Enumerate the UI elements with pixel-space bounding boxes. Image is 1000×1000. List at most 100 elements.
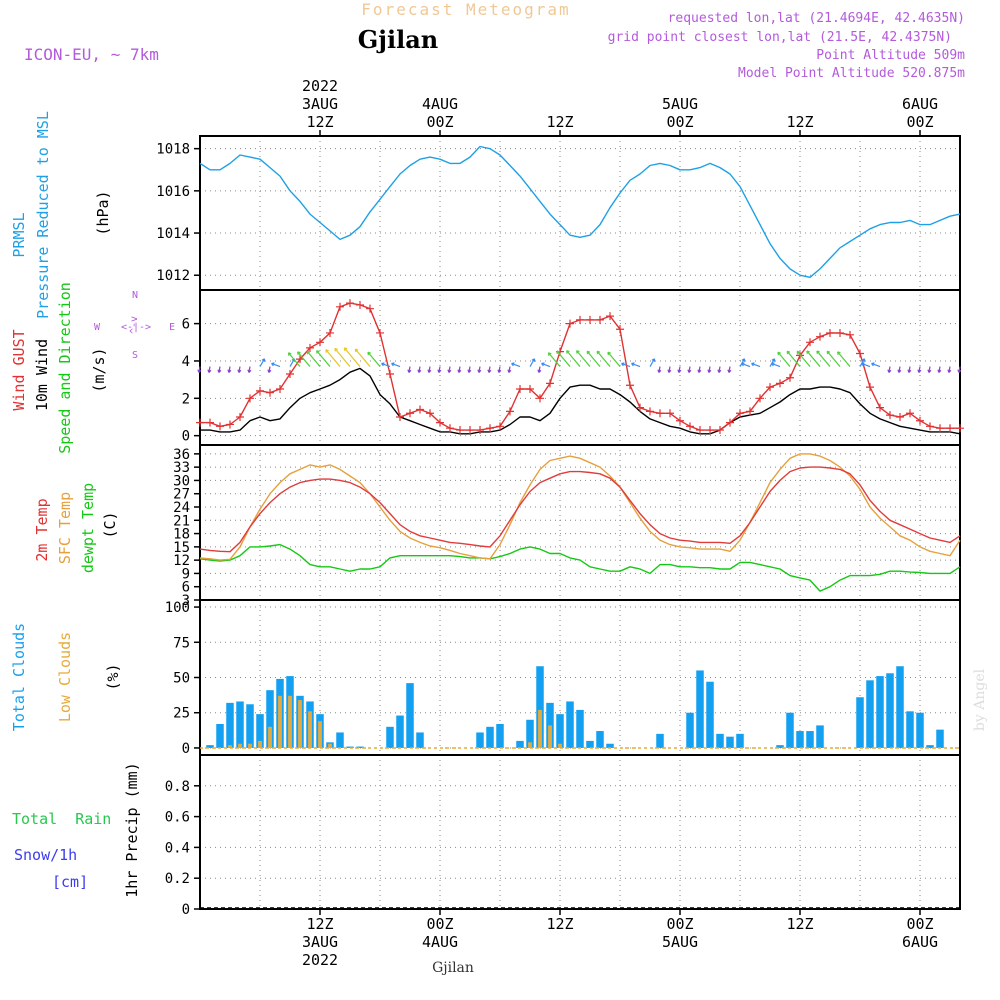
gust-marker — [596, 315, 604, 324]
total-clouds-bar — [556, 714, 564, 748]
y-tick-label: 0.4 — [165, 840, 190, 856]
wind-arrow-head — [806, 350, 810, 354]
y-tick-label: 1016 — [156, 184, 190, 200]
compass-ns-arrow: ^-v — [129, 316, 140, 334]
y-tick-label: 75 — [173, 635, 190, 651]
snow-label: Snow/1h — [14, 846, 77, 864]
wind-direction-arrow — [816, 350, 831, 367]
gust-marker — [876, 403, 884, 412]
wind-arrow-head — [207, 369, 212, 373]
wind-direction-arrow — [354, 348, 371, 367]
wind-arrow-head — [837, 351, 841, 355]
gust-marker — [906, 409, 914, 418]
wind-arrow-head — [427, 369, 432, 373]
gust-marker — [866, 383, 874, 392]
gust-marker — [196, 418, 204, 427]
low-clouds-bar — [258, 740, 262, 748]
wind-arrow-head — [271, 362, 275, 367]
top-time-label: 12Z — [546, 113, 573, 131]
gust-marker — [466, 426, 474, 435]
footer-location: Gjilan — [432, 960, 474, 976]
temperature-panel — [199, 453, 961, 592]
wind-arrow-head — [697, 369, 702, 373]
y-tick-label: 9 — [182, 566, 190, 582]
wind-direction-arrow — [576, 350, 591, 367]
y-tick-label: 15 — [173, 540, 190, 556]
total-clouds-bar — [576, 709, 584, 748]
gust-marker — [916, 416, 924, 425]
y-tick-label: 50 — [173, 671, 190, 687]
total-clouds-bar — [496, 724, 504, 748]
wind-gust-label: Wind GUST — [10, 329, 28, 410]
wind-arrow-head — [334, 347, 338, 352]
gust-marker — [816, 332, 824, 341]
total-clouds-bar — [206, 745, 214, 748]
wind-direction-arrow — [325, 349, 341, 367]
wind-arrow-head — [586, 350, 591, 355]
temp-sfc-label: SFC Temp — [56, 492, 74, 564]
wind-arrow-head — [447, 369, 452, 373]
wind-arrow-head — [897, 369, 902, 373]
temp-unit: (C) — [101, 511, 119, 538]
wind-arrow-head — [937, 369, 942, 373]
total-clouds-bar — [476, 732, 484, 748]
low-clouds-bar — [528, 742, 532, 748]
temp-2m-line — [199, 466, 961, 553]
low-clouds-bar — [318, 721, 322, 748]
wind-direction-arrow — [547, 352, 561, 367]
wind-arrow-head — [547, 352, 552, 356]
wind-direction-arrow — [289, 358, 296, 367]
gust-marker — [936, 424, 944, 433]
wind-10m-line — [200, 367, 961, 435]
low-clouds-bar — [298, 700, 302, 748]
gust-marker — [836, 328, 844, 337]
wind-unit: (m/s) — [90, 347, 108, 392]
gust-marker — [236, 412, 244, 421]
total-clouds-bar — [566, 701, 574, 748]
compass-w: W — [94, 322, 101, 333]
gust-marker — [436, 418, 444, 427]
wind-arrow-head — [741, 358, 746, 362]
total-rain-label: Total Rain — [12, 810, 111, 828]
y-tick-label: 24 — [173, 500, 190, 516]
bottom-time-label: 3AUG — [302, 933, 338, 951]
wind-arrow-head — [861, 358, 866, 362]
compass-s: S — [132, 350, 138, 361]
wind-10m-label: 10m Wind — [33, 339, 51, 411]
wind-arrow-head — [657, 369, 662, 373]
total-clouds-bar — [776, 745, 784, 748]
total-clouds-bar — [396, 715, 404, 748]
wind-direction-arrow — [381, 362, 391, 368]
wind-arrow-head — [325, 349, 329, 353]
total-clouds-bar — [416, 732, 424, 748]
wind-direction-arrow — [334, 348, 351, 367]
gust-marker — [486, 424, 494, 433]
total-clouds-bar — [386, 726, 394, 748]
y-tick-label: 100 — [165, 600, 190, 616]
top-time-label: 3AUG — [302, 95, 338, 113]
gust-marker — [606, 312, 614, 321]
total-clouds-bar — [856, 697, 864, 748]
snow-unit-label: [cm] — [52, 873, 88, 891]
wind-direction-arrow — [859, 358, 866, 367]
bottom-time-label: 00Z — [666, 915, 693, 933]
y-tick-label: 21 — [173, 513, 190, 529]
gust-marker — [786, 373, 794, 382]
top-time-label: 6AUG — [902, 95, 938, 113]
total-clouds-bar — [266, 690, 274, 748]
total-clouds-bar — [936, 729, 944, 748]
wind-arrow-head — [467, 369, 472, 373]
wind-speed-dir-label: Speed and Direction — [56, 282, 74, 454]
wind-arrow-head — [381, 362, 385, 367]
total-clouds-bar — [656, 733, 664, 748]
bottom-time-label: 6AUG — [902, 933, 938, 951]
low-clouds-bar — [288, 695, 292, 748]
y-axes: 1012101410161018024636912151821242730333… — [156, 142, 200, 918]
wind-arrow-head — [796, 350, 801, 355]
total-clouds-bar — [816, 725, 824, 748]
gust-marker — [476, 426, 484, 435]
total-clouds-bar — [236, 701, 244, 748]
gust-marker — [426, 409, 434, 418]
wind-arrow-head — [197, 369, 202, 373]
